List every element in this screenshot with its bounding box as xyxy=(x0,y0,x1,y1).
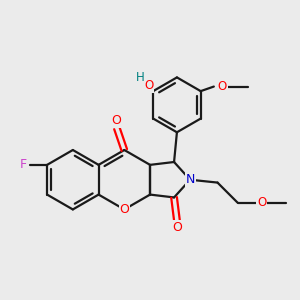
Text: O: O xyxy=(119,203,129,216)
Text: N: N xyxy=(185,173,195,186)
Text: O: O xyxy=(218,80,227,93)
Text: O: O xyxy=(257,196,266,209)
Text: O: O xyxy=(172,221,182,234)
Text: O: O xyxy=(145,79,154,92)
Text: F: F xyxy=(20,158,27,171)
Text: H: H xyxy=(136,71,144,84)
Text: O: O xyxy=(111,114,121,127)
